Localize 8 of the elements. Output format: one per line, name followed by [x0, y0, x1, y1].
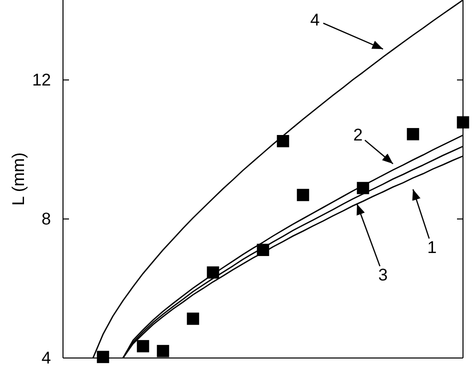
- annotation: 3: [378, 266, 388, 285]
- y-tick-label: 12: [32, 70, 51, 90]
- annotation: 2: [353, 125, 363, 144]
- y-tick-label: 8: [42, 209, 51, 228]
- annotation: 4: [310, 10, 320, 30]
- y-axis-title: L (mm): [9, 152, 28, 206]
- annotation: 1: [427, 238, 437, 258]
- y-tick-label: 4: [42, 348, 51, 368]
